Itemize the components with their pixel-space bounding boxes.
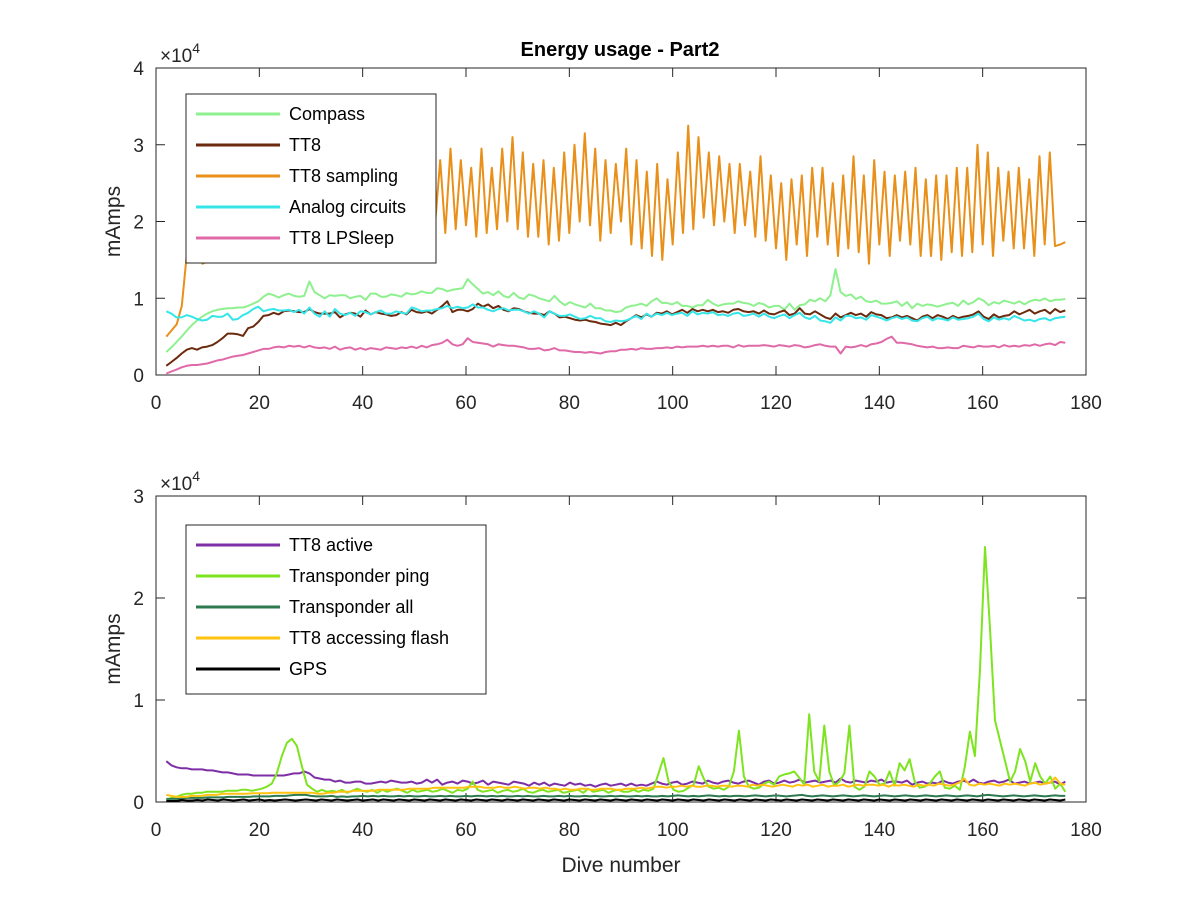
legend-box bbox=[185, 93, 437, 264]
x-tick-label: 0 bbox=[151, 393, 162, 414]
x-tick-label: 160 bbox=[967, 393, 999, 414]
legend-label: Transponder all bbox=[289, 597, 413, 617]
y-axis-label: mAmps bbox=[102, 186, 125, 257]
x-tick-label: 20 bbox=[249, 393, 270, 414]
legend-label: TT8 accessing flash bbox=[289, 628, 449, 648]
x-tick-label: 140 bbox=[863, 393, 895, 414]
legend-label: Transponder ping bbox=[289, 566, 429, 586]
legend-label: TT8 active bbox=[289, 535, 373, 555]
y-tick-label: 3 bbox=[133, 136, 144, 157]
x-axis-label: Dive number bbox=[561, 854, 680, 877]
series-line-tt8 bbox=[165, 300, 1066, 367]
x-tick-label: 180 bbox=[1070, 393, 1102, 414]
y-tick-label: 4 bbox=[133, 59, 144, 80]
y-tick-label: 2 bbox=[133, 213, 144, 234]
series-line-transponder-all bbox=[166, 793, 1066, 800]
x-tick-label: 120 bbox=[760, 393, 792, 414]
legend-label: TT8 sampling bbox=[289, 166, 398, 186]
x-tick-label: 40 bbox=[352, 393, 373, 414]
y-tick-label: 0 bbox=[133, 366, 144, 387]
x-tick-label: 80 bbox=[559, 820, 580, 841]
series-line-tt8-accessing-flash bbox=[166, 776, 1066, 798]
y-axis-label: mAmps bbox=[102, 613, 125, 684]
x-tick-label: 60 bbox=[455, 820, 476, 841]
chart-title: Energy usage - Part2 bbox=[521, 39, 720, 61]
x-tick-label: 160 bbox=[967, 820, 999, 841]
x-tick-label: 140 bbox=[863, 820, 895, 841]
x-tick-label: 100 bbox=[657, 820, 689, 841]
x-tick-label: 120 bbox=[760, 820, 792, 841]
y-tick-label: 1 bbox=[133, 691, 144, 712]
legend-label: Analog circuits bbox=[289, 197, 406, 217]
y-tick-label: 2 bbox=[133, 589, 144, 610]
x-tick-label: 40 bbox=[352, 820, 373, 841]
y-tick-label: 3 bbox=[133, 487, 144, 508]
x-tick-label: 80 bbox=[559, 393, 580, 414]
series-lines bbox=[165, 546, 1067, 802]
top-chart-panel: 0 20 40 60 80 100 120 140 160 18001234×104mAmpsCo… bbox=[102, 40, 1102, 414]
legend-label: TT8 bbox=[289, 135, 321, 155]
y-tick-label: 0 bbox=[133, 793, 144, 814]
series-line-compass bbox=[165, 268, 1066, 353]
legend-label: TT8 LPSleep bbox=[289, 228, 394, 248]
y-tick-label: 1 bbox=[133, 289, 144, 310]
x-tick-label: 20 bbox=[249, 820, 270, 841]
legend-box bbox=[185, 524, 487, 695]
x-tick-label: 60 bbox=[455, 393, 476, 414]
series-line-tt8-lpsleep bbox=[165, 335, 1066, 375]
x-tick-label: 180 bbox=[1070, 820, 1102, 841]
x-tick-label: 100 bbox=[657, 393, 689, 414]
legend-label: GPS bbox=[289, 659, 327, 679]
legend-label: Compass bbox=[289, 104, 365, 124]
series-line-analog-circuits bbox=[165, 303, 1066, 324]
x-tick-label: 0 bbox=[151, 820, 162, 841]
bottom-chart-panel: 0 20 40 60 80 100 120 140 160 1800123×104mAmpsDiv… bbox=[102, 468, 1102, 877]
series-line-gps bbox=[166, 798, 1066, 802]
